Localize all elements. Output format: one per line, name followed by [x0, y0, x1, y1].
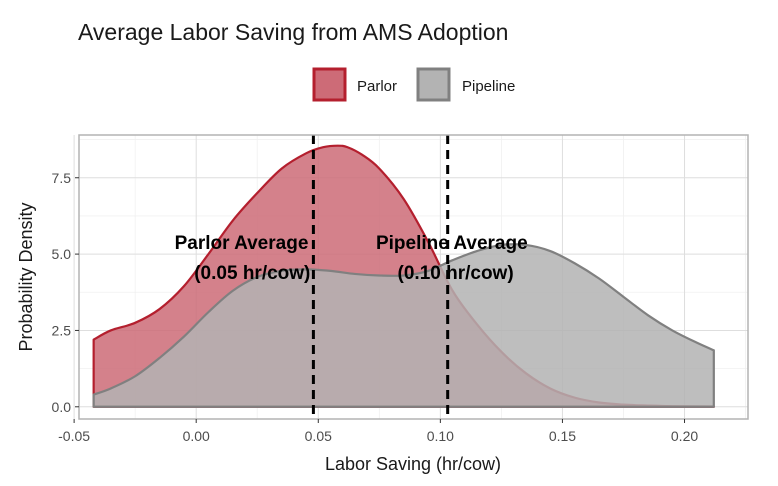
x-tick-label: 0.10	[427, 428, 454, 444]
legend-label-pipeline: Pipeline	[462, 78, 515, 95]
x-tick-label: 0.15	[549, 428, 576, 444]
legend-swatch-pipeline	[416, 67, 451, 102]
y-tick-label: 7.5	[52, 170, 72, 186]
x-tick-label: 0.05	[305, 428, 332, 444]
density-areas	[92, 144, 715, 408]
reference-label-line2: (0.05 hr/cow)	[194, 263, 310, 284]
reference-label-line1: Parlor Average	[175, 233, 309, 254]
density-area-pipeline	[92, 243, 715, 408]
legend: Parlor Pipeline	[312, 67, 515, 102]
y-tick-label: 2.5	[52, 322, 72, 338]
x-tick-label: -0.05	[58, 428, 90, 444]
x-tick-label: 0.00	[183, 428, 210, 444]
x-axis-ticks: -0.05 0.00 0.05 0.10 0.15 0.20	[58, 419, 698, 444]
reference-label-line2: (0.10 hr/cow)	[398, 263, 514, 284]
reference-lines: Parlor Average (0.05 hr/cow) Pipeline Aver…	[175, 135, 528, 419]
legend-swatch-parlor	[312, 67, 347, 102]
x-axis-title: Labor Saving (hr/cow)	[325, 454, 501, 474]
plot-border	[78, 134, 749, 420]
x-tick-label: 0.20	[671, 428, 698, 444]
chart-title: Average Labor Saving from AMS Adoption	[78, 19, 508, 45]
y-axis-ticks: 0.0 2.5 5.0 7.5	[52, 170, 79, 415]
legend-label-parlor: Parlor	[357, 78, 397, 95]
y-axis-title: Probability Density	[16, 202, 36, 351]
reference-label-line1: Pipeline Average	[376, 233, 528, 254]
y-tick-label: 0.0	[52, 399, 72, 415]
y-tick-label: 5.0	[52, 246, 72, 262]
